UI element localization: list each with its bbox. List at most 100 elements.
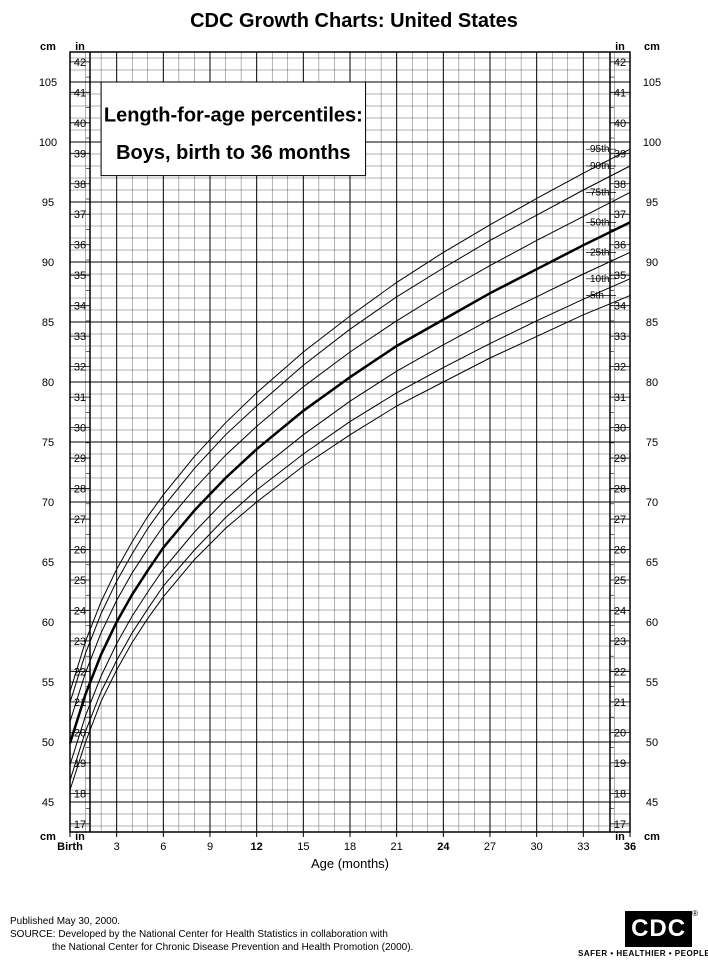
- svg-text:60: 60: [42, 617, 54, 629]
- svg-text:55: 55: [646, 677, 658, 689]
- svg-text:40: 40: [614, 118, 626, 130]
- svg-text:90th: 90th: [590, 161, 609, 172]
- svg-text:65: 65: [646, 557, 658, 569]
- cdc-logo: CDC® SAFER • HEALTHIER • PEOPLE™: [578, 911, 698, 958]
- svg-text:45: 45: [646, 797, 658, 809]
- svg-text:35: 35: [614, 270, 626, 282]
- svg-text:17: 17: [74, 819, 86, 831]
- svg-text:23: 23: [614, 636, 626, 648]
- cdc-tagline: SAFER • HEALTHIER • PEOPLE™: [578, 949, 698, 958]
- svg-text:25th: 25th: [590, 247, 609, 258]
- svg-text:6: 6: [160, 841, 166, 853]
- page-title: CDC Growth Charts: United States: [0, 10, 708, 33]
- svg-text:26: 26: [74, 545, 86, 557]
- svg-text:in: in: [75, 831, 85, 843]
- registered-mark: ®: [692, 909, 698, 918]
- svg-text:20: 20: [614, 727, 626, 739]
- svg-text:cm: cm: [644, 831, 660, 843]
- svg-text:30: 30: [614, 423, 626, 435]
- source-line-2: the National Center for Chronic Disease …: [10, 941, 530, 954]
- svg-text:31: 31: [614, 392, 626, 404]
- svg-text:cm: cm: [644, 42, 660, 53]
- svg-text:21: 21: [614, 697, 626, 709]
- svg-text:100: 100: [643, 137, 661, 149]
- published-line: Published May 30, 2000.: [10, 915, 530, 928]
- svg-text:100: 100: [39, 137, 57, 149]
- svg-text:18: 18: [344, 841, 356, 853]
- svg-text:60: 60: [646, 617, 658, 629]
- svg-text:36: 36: [624, 841, 636, 853]
- svg-text:34: 34: [74, 301, 86, 313]
- source-line-1: SOURCE: Developed by the National Center…: [10, 928, 530, 941]
- svg-text:12: 12: [251, 841, 263, 853]
- svg-text:75: 75: [42, 437, 54, 449]
- svg-text:24: 24: [614, 605, 626, 617]
- svg-text:39: 39: [74, 148, 86, 160]
- svg-text:9: 9: [207, 841, 213, 853]
- svg-text:38: 38: [74, 179, 86, 191]
- svg-text:28: 28: [614, 484, 626, 496]
- svg-text:27: 27: [74, 514, 86, 526]
- svg-text:32: 32: [74, 362, 86, 374]
- svg-text:22: 22: [614, 666, 626, 678]
- svg-text:30: 30: [531, 841, 543, 853]
- svg-text:in: in: [615, 42, 625, 53]
- svg-text:90: 90: [42, 257, 54, 269]
- svg-text:24: 24: [74, 605, 86, 617]
- svg-text:75th: 75th: [590, 187, 609, 198]
- svg-text:30: 30: [74, 423, 86, 435]
- svg-text:45: 45: [42, 797, 54, 809]
- svg-text:55: 55: [42, 677, 54, 689]
- svg-text:33: 33: [74, 331, 86, 343]
- svg-text:41: 41: [614, 87, 626, 99]
- svg-text:37: 37: [74, 209, 86, 221]
- svg-text:29: 29: [614, 453, 626, 465]
- svg-text:80: 80: [42, 377, 54, 389]
- svg-text:42: 42: [614, 57, 626, 69]
- svg-text:33: 33: [614, 331, 626, 343]
- growth-chart: 4545505055556060656570707575808085859090…: [10, 42, 698, 892]
- svg-text:31: 31: [74, 392, 86, 404]
- svg-text:38: 38: [614, 179, 626, 191]
- svg-text:18: 18: [74, 788, 86, 800]
- svg-text:105: 105: [643, 77, 661, 89]
- svg-text:32: 32: [614, 362, 626, 374]
- svg-text:34: 34: [614, 301, 626, 313]
- svg-text:29: 29: [74, 453, 86, 465]
- svg-text:50: 50: [42, 737, 54, 749]
- svg-text:cm: cm: [40, 42, 56, 53]
- svg-text:18: 18: [614, 788, 626, 800]
- svg-text:19: 19: [614, 758, 626, 770]
- svg-text:Boys, birth to 36 months: Boys, birth to 36 months: [116, 142, 350, 164]
- svg-text:95: 95: [646, 197, 658, 209]
- svg-text:80: 80: [646, 377, 658, 389]
- svg-text:33: 33: [577, 841, 589, 853]
- svg-text:90: 90: [646, 257, 658, 269]
- svg-text:in: in: [75, 42, 85, 53]
- svg-text:95: 95: [42, 197, 54, 209]
- svg-text:50th: 50th: [590, 217, 609, 228]
- svg-text:cm: cm: [40, 831, 56, 843]
- svg-text:85: 85: [646, 317, 658, 329]
- svg-text:37: 37: [614, 209, 626, 221]
- svg-text:21: 21: [391, 841, 403, 853]
- svg-text:85: 85: [42, 317, 54, 329]
- svg-text:27: 27: [614, 514, 626, 526]
- svg-text:75: 75: [646, 437, 658, 449]
- svg-text:42: 42: [74, 57, 86, 69]
- svg-text:70: 70: [646, 497, 658, 509]
- svg-text:36: 36: [74, 240, 86, 252]
- svg-text:41: 41: [74, 87, 86, 99]
- svg-text:36: 36: [614, 240, 626, 252]
- svg-text:Age (months): Age (months): [311, 856, 389, 871]
- svg-text:95th: 95th: [590, 144, 609, 155]
- svg-text:25: 25: [614, 575, 626, 587]
- svg-text:Length-for-age percentiles:: Length-for-age percentiles:: [104, 104, 363, 126]
- svg-text:26: 26: [614, 545, 626, 557]
- svg-text:25: 25: [74, 575, 86, 587]
- svg-text:50: 50: [646, 737, 658, 749]
- svg-text:40: 40: [74, 118, 86, 130]
- footer-text: Published May 30, 2000. SOURCE: Develope…: [10, 915, 530, 954]
- svg-text:27: 27: [484, 841, 496, 853]
- cdc-logo-box: CDC: [625, 911, 692, 947]
